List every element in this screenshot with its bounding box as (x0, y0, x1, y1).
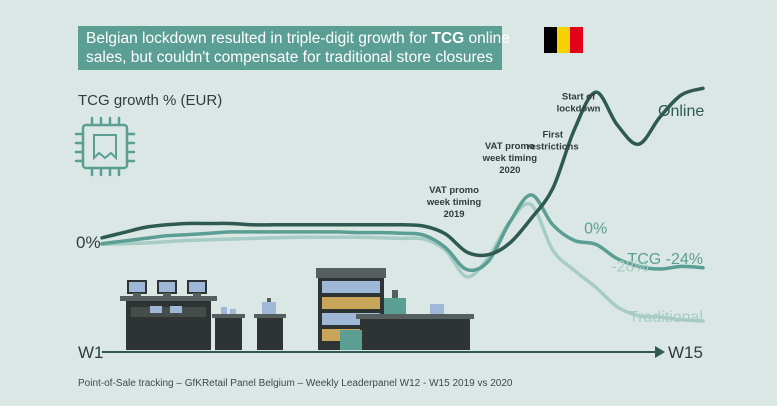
title-line-2: sales, but couldn't compensate for tradi… (86, 49, 494, 66)
title-line-1-suffix: online (464, 30, 510, 47)
title-line-1: Belgian lockdown resulted in triple-digi… (86, 29, 510, 48)
flag-stripe-yellow (557, 27, 570, 53)
title-line-1-bold: TCG (431, 30, 465, 47)
annotation-4: Start of lockdown (557, 92, 601, 115)
title-banner: Belgian lockdown resulted in triple-digi… (78, 26, 510, 70)
annotation-2: VAT promo week timing 2020 (482, 141, 538, 176)
series-layer: Traditional TCG -24% Online (100, 86, 705, 326)
x-axis-start-label: W1 (78, 343, 104, 362)
x-axis-arrow-icon (655, 346, 665, 358)
source-note: Point-of-Sale tracking – GfKRetail Panel… (78, 378, 513, 389)
flag-stripe-black (544, 27, 557, 53)
title-line-1-prefix: Belgian lockdown resulted in triple-digi… (86, 30, 432, 47)
belgian-flag-icon (544, 27, 583, 53)
series-label-online: Online (658, 103, 704, 120)
value-label-1: 0% (584, 221, 607, 238)
y-zero-label: 0% (76, 233, 101, 252)
series-line-tcg-24 (100, 193, 705, 273)
series-line-traditional (100, 201, 705, 323)
annotation-1: VAT promo week timing 2019 (426, 185, 482, 220)
store-illustration (120, 268, 474, 350)
value-label-2: -28% (611, 258, 648, 275)
x-axis-end-label: W15 (668, 343, 703, 362)
series-label-traditional: Traditional (629, 309, 703, 326)
series-label-tcg-24: TCG -24% (627, 251, 703, 268)
flag-stripe-red (570, 27, 583, 53)
chip-icon (74, 116, 136, 177)
y-axis-label: TCG growth % (EUR) (78, 92, 222, 109)
series-line-online (100, 86, 705, 258)
annotation-3: First restrictions (527, 129, 579, 152)
